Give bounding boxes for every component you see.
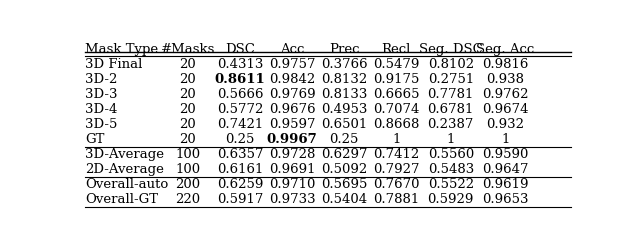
Text: 0.8133: 0.8133	[321, 87, 367, 100]
Text: 0.6161: 0.6161	[217, 162, 263, 175]
Text: 0.3766: 0.3766	[321, 57, 367, 70]
Text: 200: 200	[175, 177, 200, 190]
Text: 3D-4: 3D-4	[85, 102, 117, 115]
Text: Prec: Prec	[329, 43, 360, 55]
Text: Seg. Acc: Seg. Acc	[476, 43, 534, 55]
Text: 0.7670: 0.7670	[373, 177, 419, 190]
Text: 0.5917: 0.5917	[217, 192, 263, 205]
Text: 0.6781: 0.6781	[428, 102, 474, 115]
Text: 0.9653: 0.9653	[482, 192, 529, 205]
Text: 0.9175: 0.9175	[373, 72, 419, 85]
Text: 0.5404: 0.5404	[321, 192, 367, 205]
Text: 0.9647: 0.9647	[482, 162, 529, 175]
Text: 0.9762: 0.9762	[482, 87, 529, 100]
Text: 20: 20	[179, 132, 196, 145]
Text: 0.6501: 0.6501	[321, 117, 367, 130]
Text: 100: 100	[175, 147, 200, 160]
Text: 20: 20	[179, 102, 196, 115]
Text: 3D Final: 3D Final	[85, 57, 142, 70]
Text: 20: 20	[179, 72, 196, 85]
Text: #Masks: #Masks	[161, 43, 215, 55]
Text: 0.5666: 0.5666	[217, 87, 263, 100]
Text: 0.9691: 0.9691	[269, 162, 316, 175]
Text: 3D-5: 3D-5	[85, 117, 117, 130]
Text: 20: 20	[179, 87, 196, 100]
Text: 1: 1	[447, 132, 455, 145]
Text: 0.7881: 0.7881	[373, 192, 419, 205]
Text: 3D-3: 3D-3	[85, 87, 118, 100]
Text: 0.8611: 0.8611	[214, 72, 266, 85]
Text: 0.7927: 0.7927	[373, 162, 419, 175]
Text: 20: 20	[179, 117, 196, 130]
Text: 0.6357: 0.6357	[217, 147, 263, 160]
Text: 0.2751: 0.2751	[428, 72, 474, 85]
Text: 0.9676: 0.9676	[269, 102, 316, 115]
Text: 0.4313: 0.4313	[217, 57, 263, 70]
Text: 0.25: 0.25	[330, 132, 359, 145]
Text: 0.9733: 0.9733	[269, 192, 316, 205]
Text: 0.7074: 0.7074	[373, 102, 419, 115]
Text: 0.8102: 0.8102	[428, 57, 474, 70]
Text: 0.5695: 0.5695	[321, 177, 367, 190]
Text: 1: 1	[392, 132, 401, 145]
Text: 0.8668: 0.8668	[373, 117, 419, 130]
Text: 0.9757: 0.9757	[269, 57, 316, 70]
Text: 0.932: 0.932	[486, 117, 524, 130]
Text: Seg. DSC: Seg. DSC	[419, 43, 483, 55]
Text: 0.938: 0.938	[486, 72, 524, 85]
Text: 0.8132: 0.8132	[321, 72, 367, 85]
Text: 0.5560: 0.5560	[428, 147, 474, 160]
Text: 0.9597: 0.9597	[269, 117, 316, 130]
Text: 0.5483: 0.5483	[428, 162, 474, 175]
Text: 1: 1	[501, 132, 509, 145]
Text: 0.9619: 0.9619	[482, 177, 529, 190]
Text: 3D-Average: 3D-Average	[85, 147, 164, 160]
Text: 0.4953: 0.4953	[321, 102, 367, 115]
Text: 3D-2: 3D-2	[85, 72, 117, 85]
Text: 220: 220	[175, 192, 200, 205]
Text: 0.9842: 0.9842	[269, 72, 315, 85]
Text: 0.9769: 0.9769	[269, 87, 316, 100]
Text: 0.25: 0.25	[225, 132, 255, 145]
Text: Mask Type: Mask Type	[85, 43, 158, 55]
Text: 2D-Average: 2D-Average	[85, 162, 164, 175]
Text: 0.6297: 0.6297	[321, 147, 367, 160]
Text: Overall-auto: Overall-auto	[85, 177, 168, 190]
Text: 0.5929: 0.5929	[428, 192, 474, 205]
Text: 0.6665: 0.6665	[373, 87, 419, 100]
Text: Recl: Recl	[381, 43, 411, 55]
Text: 0.7781: 0.7781	[428, 87, 474, 100]
Text: 0.7412: 0.7412	[373, 147, 419, 160]
Text: 0.9590: 0.9590	[482, 147, 529, 160]
Text: 0.6259: 0.6259	[217, 177, 263, 190]
Text: 0.9816: 0.9816	[482, 57, 529, 70]
Text: 0.5772: 0.5772	[217, 102, 263, 115]
Text: 100: 100	[175, 162, 200, 175]
Text: 0.9967: 0.9967	[267, 132, 317, 145]
Text: Overall-GT: Overall-GT	[85, 192, 158, 205]
Text: Acc: Acc	[280, 43, 304, 55]
Text: 0.2387: 0.2387	[428, 117, 474, 130]
Text: 20: 20	[179, 57, 196, 70]
Text: DSC: DSC	[225, 43, 255, 55]
Text: 0.5479: 0.5479	[373, 57, 419, 70]
Text: GT: GT	[85, 132, 104, 145]
Text: 0.7421: 0.7421	[217, 117, 263, 130]
Text: 0.5522: 0.5522	[428, 177, 474, 190]
Text: 0.5092: 0.5092	[321, 162, 367, 175]
Text: 0.9728: 0.9728	[269, 147, 316, 160]
Text: 0.9710: 0.9710	[269, 177, 316, 190]
Text: 0.9674: 0.9674	[482, 102, 529, 115]
